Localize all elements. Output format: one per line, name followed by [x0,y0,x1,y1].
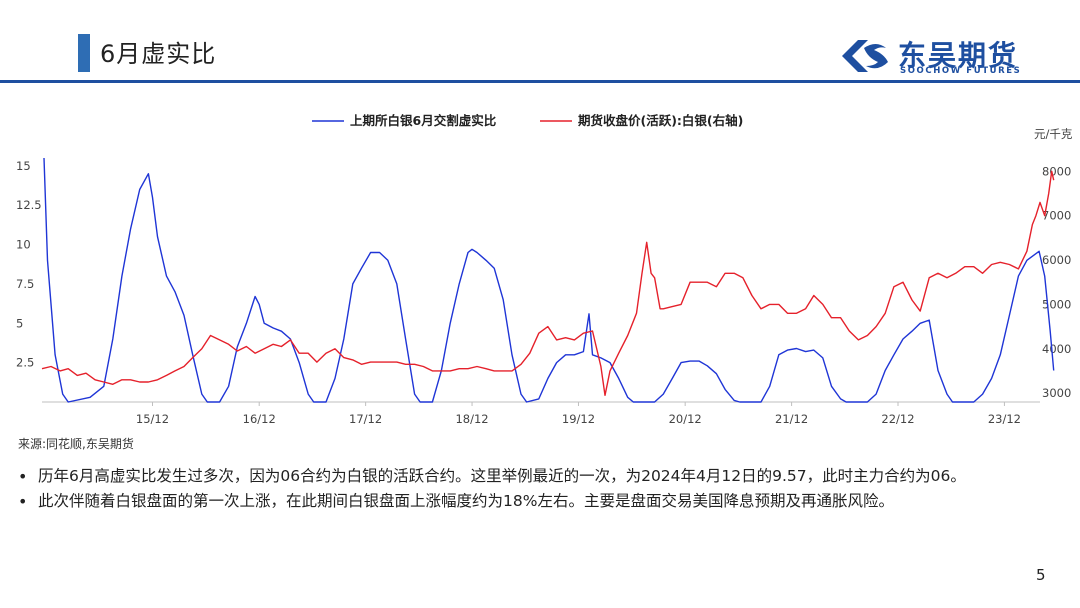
title-accent-bar [78,34,90,72]
right-y-tick-label: 7000 [1042,209,1071,223]
x-tick-label: 17/12 [349,412,382,426]
x-tick-label: 23/12 [988,412,1021,426]
bullet-list: 历年6月高虚实比发生过多次，因为06合约为白银的活跃合约。这里举例最近的一次，为… [14,464,1074,514]
silver-ratio-price-chart: 上期所白银6月交割虚实比 期货收盘价(活跃):白银(右轴) 15/12 16/12 1… [16,113,1073,426]
right-y-unit-label: 元/千克 [1034,127,1073,141]
left-y-tick-label: 10 [16,238,31,252]
header-divider [0,80,1080,83]
chart-legend: 上期所白银6月交割虚实比 期货收盘价(活跃):白银(右轴) [312,113,743,128]
bullet-item: 历年6月高虚实比发生过多次，因为06合约为白银的活跃合约。这里举例最近的一次，为… [14,464,1074,489]
chart-axes: 15/12 16/12 17/12 18/12 19/12 20/12 21/12 22/12… [16,127,1073,426]
legend-label: 上期所白银6月交割虚实比 [350,113,497,128]
chart-series [41,157,1055,403]
bullet-item: 此次伴随着白银盘面的第一次上涨，在此期间白银盘面上涨幅度约为18%左右。主要是盘… [14,489,1074,514]
company-logo: 东吴期货 SOOCHOW FUTURES [838,36,1048,78]
x-tick-label: 19/12 [562,412,595,426]
right-y-tick-label: 6000 [1042,253,1071,267]
x-tick-label: 22/12 [881,412,914,426]
x-tick-label: 18/12 [455,412,488,426]
source-note: 来源:同花顺,东吴期货 [18,437,134,451]
logo-name-en: SOOCHOW FUTURES [900,66,1022,76]
left-y-tick-label: 7.5 [16,277,34,291]
legend-label: 期货收盘价(活跃):白银(右轴) [578,113,743,128]
soochow-logo-icon [838,36,894,76]
x-tick-label: 20/12 [669,412,702,426]
left-y-tick-label: 2.5 [16,356,34,370]
right-y-tick-label: 3000 [1042,386,1071,400]
series-line-ratio [43,157,1055,403]
right-y-tick-label: 8000 [1042,164,1071,178]
left-y-tick-label: 12.5 [16,198,42,212]
left-y-tick-label: 15 [16,159,31,173]
right-y-tick-label: 4000 [1042,342,1071,356]
left-y-tick-label: 5 [16,316,23,330]
slide-title: 6月虚实比 [100,40,217,68]
page-number: 5 [1036,566,1046,584]
x-tick-label: 16/12 [243,412,276,426]
series-line-price [41,170,1055,396]
right-y-tick-label: 5000 [1042,297,1071,311]
x-tick-label: 21/12 [775,412,808,426]
logo-name-cn: 东吴期货 [898,39,1019,72]
x-tick-label: 15/12 [136,412,169,426]
